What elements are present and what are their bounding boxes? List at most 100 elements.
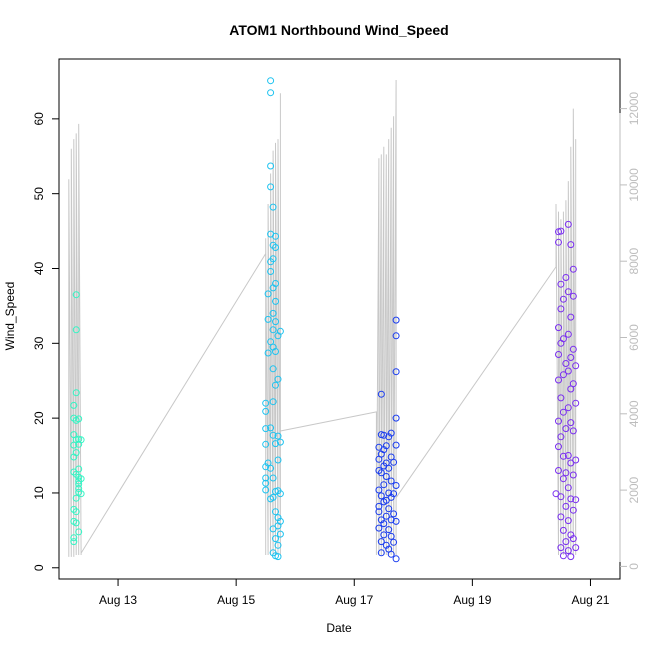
data-point-2 <box>269 431 277 439</box>
data-point-1 <box>75 477 83 485</box>
data-point-3 <box>380 481 388 489</box>
y-tick-label: 20 <box>32 411 46 425</box>
data-point-4 <box>559 552 567 560</box>
data-point-4 <box>559 475 567 483</box>
x-tick-label: Aug 19 <box>453 593 491 607</box>
data-point-4 <box>564 404 572 412</box>
data-point-4 <box>572 456 580 464</box>
data-point-4 <box>562 502 570 510</box>
data-point-4 <box>562 360 570 367</box>
data-point-4 <box>564 367 572 375</box>
data-point-2 <box>272 318 279 326</box>
y-tick-label: 40 <box>32 262 46 276</box>
data-point-2 <box>262 479 270 487</box>
x-tick-label: Aug 15 <box>217 593 255 607</box>
data-point-4 <box>567 495 575 503</box>
data-point-2 <box>272 348 279 355</box>
data-point-4 <box>557 493 565 501</box>
data-point-1 <box>70 538 78 546</box>
plot-frame <box>58 58 621 580</box>
data-point-3 <box>382 442 390 450</box>
data-point-4 <box>569 471 577 479</box>
data-point-2 <box>264 290 272 298</box>
data-point-3 <box>385 464 393 472</box>
y2-tick-label: 8000 <box>627 248 641 275</box>
data-point-2 <box>272 381 279 389</box>
data-point-2 <box>276 517 284 525</box>
data-point-2 <box>262 474 270 482</box>
data-point-2 <box>264 349 272 357</box>
y2-tick-label: 4000 <box>627 400 641 427</box>
data-point-4 <box>555 443 562 451</box>
data-point-2 <box>272 440 279 448</box>
data-point-1 <box>72 494 80 502</box>
data-point-4 <box>569 345 577 353</box>
data-point-1 <box>75 465 83 473</box>
data-point-1 <box>70 468 78 476</box>
data-point-3 <box>392 332 400 340</box>
data-point-4 <box>572 544 580 552</box>
data-point-4 <box>564 288 572 296</box>
data-point-2 <box>267 464 275 472</box>
data-point-2 <box>269 326 277 334</box>
data-point-4 <box>572 496 580 504</box>
data-point-3 <box>387 532 395 540</box>
data-point-4 <box>564 547 572 555</box>
data-point-4 <box>564 484 572 492</box>
data-point-1 <box>72 389 80 397</box>
data-point-2 <box>262 425 270 433</box>
data-point-3 <box>387 550 395 558</box>
data-point-4 <box>567 313 575 321</box>
data-point-1 <box>72 508 80 516</box>
data-point-3 <box>390 490 398 498</box>
data-point-4 <box>557 280 565 288</box>
data-point-4 <box>557 544 565 552</box>
data-point-4 <box>555 417 562 425</box>
data-point-2 <box>272 280 279 287</box>
data-point-1 <box>75 528 83 536</box>
data-point-3 <box>387 429 395 437</box>
data-point-4 <box>564 452 572 459</box>
data-point-3 <box>382 512 390 520</box>
data-point-3 <box>375 508 383 516</box>
data-point-4 <box>572 362 580 370</box>
data-point-1 <box>72 326 80 334</box>
data-point-2 <box>276 438 284 446</box>
data-point-3 <box>392 368 400 376</box>
data-point-4 <box>555 324 562 332</box>
data-point-2 <box>267 268 275 275</box>
data-point-3 <box>385 526 393 534</box>
data-point-4 <box>567 419 575 427</box>
data-point-2 <box>267 424 275 432</box>
data-point-4 <box>567 354 575 361</box>
data-point-2 <box>269 474 277 482</box>
y-tick-label: 10 <box>32 486 46 500</box>
data-point-3 <box>382 496 390 504</box>
data-point-3 <box>385 505 393 513</box>
data-point-2 <box>262 486 270 494</box>
data-point-4 <box>559 526 567 534</box>
data-point-4 <box>562 538 570 546</box>
data-point-1 <box>72 519 80 527</box>
data-point-4 <box>557 305 565 313</box>
data-point-4 <box>567 241 575 249</box>
data-point-3 <box>392 414 400 422</box>
data-point-1 <box>72 291 80 299</box>
data-point-2 <box>262 463 270 471</box>
data-point-2 <box>269 309 277 317</box>
data-point-3 <box>377 549 385 557</box>
data-point-3 <box>382 473 390 480</box>
data-point-2 <box>274 375 282 383</box>
data-point-4 <box>569 427 577 435</box>
data-point-2 <box>272 535 279 543</box>
y-axis-title: Wind_Speed <box>3 282 17 351</box>
data-point-3 <box>387 516 395 524</box>
data-point-3 <box>390 538 398 546</box>
data-point-4 <box>557 394 565 402</box>
data-point-1 <box>70 505 78 513</box>
data-point-1 <box>77 436 85 444</box>
data-point-1 <box>75 415 83 423</box>
data-point-1 <box>70 401 78 409</box>
data-point-3 <box>382 541 390 549</box>
data-point-3 <box>392 555 400 563</box>
